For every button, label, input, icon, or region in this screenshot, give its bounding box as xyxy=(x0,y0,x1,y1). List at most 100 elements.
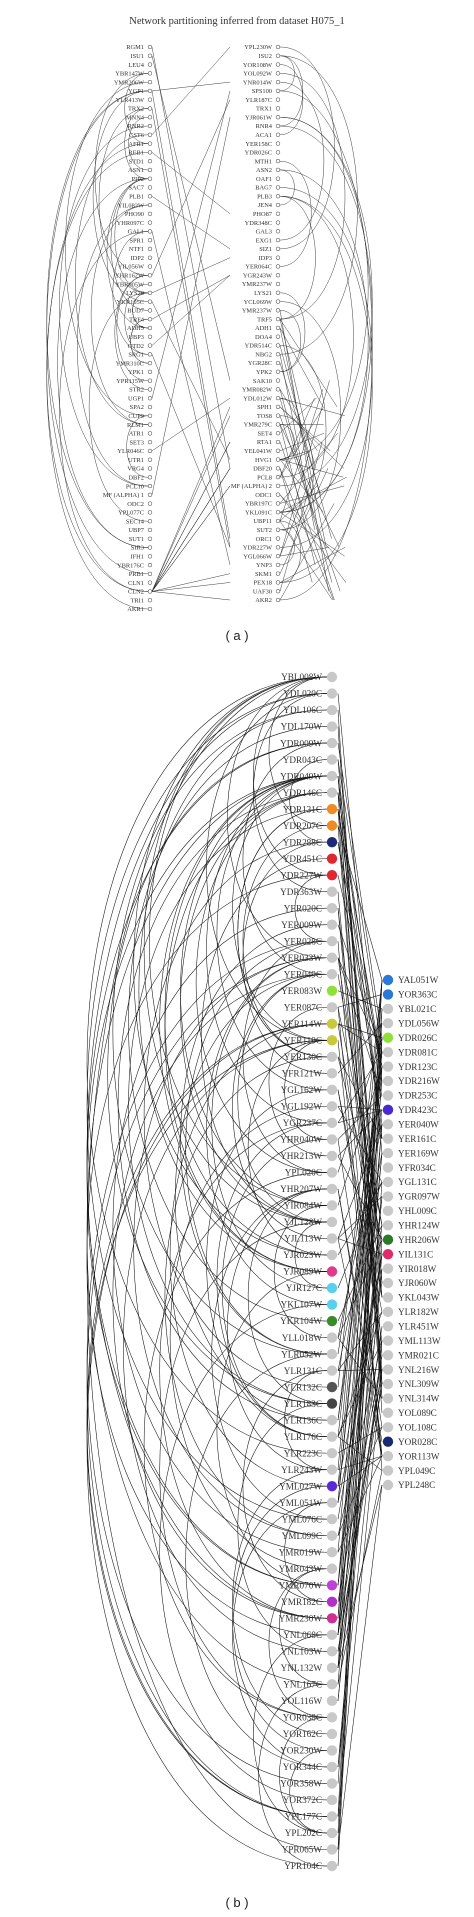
panel-a-edge xyxy=(279,345,332,539)
panel-b-left-label: YDR363W xyxy=(280,887,322,897)
panel-b-nodes: YBL008W YDL020C YDL106C YDL170W YDR009W YDR04… xyxy=(279,671,441,1872)
panel-a-left-node xyxy=(147,352,153,357)
panel-a-right-node xyxy=(275,132,281,137)
panel-b-left-label: YPR104C xyxy=(284,1861,322,1871)
panel-b-edge xyxy=(337,1008,383,1668)
panel-b-left-label: YDR131C xyxy=(283,804,322,814)
panel-a-right-node xyxy=(275,202,281,208)
panel-b-left-label: YER049C xyxy=(284,969,322,979)
panel-a-edge xyxy=(279,310,329,592)
panel-a-edge xyxy=(279,485,345,504)
panel-b-left-node xyxy=(326,770,338,782)
panel-b-right-label: YDR423C xyxy=(398,1105,437,1115)
panel-a-left-node xyxy=(147,141,153,146)
panel-a-edge xyxy=(279,424,316,565)
panel-b-right-node xyxy=(382,1422,394,1433)
panel-a-right-label: PHO87 xyxy=(253,211,273,218)
panel-b-right-label: YOR113W xyxy=(398,1451,440,1461)
panel-a-edge xyxy=(279,441,323,592)
panel-a-left-node xyxy=(147,466,153,471)
panel-b-left-label: YNL167C xyxy=(283,1680,322,1690)
panel-a-edge xyxy=(279,485,318,522)
panel-a-edge xyxy=(279,195,354,478)
panel-a-left-node xyxy=(147,106,153,111)
panel-b-left-node xyxy=(326,853,338,864)
panel-b-edge xyxy=(337,1007,383,1457)
panel-b-edge xyxy=(337,1254,383,1520)
panel-b-left-label: YOL116W xyxy=(281,1696,322,1706)
panel-a-right-label: RNR4 xyxy=(256,123,273,130)
panel-b-left-label: YER087C xyxy=(284,1002,322,1012)
panel-a-right-node xyxy=(275,334,281,339)
panel-b-left-label: YML099C xyxy=(282,1531,322,1541)
panel-a-left-node xyxy=(147,238,153,243)
panel-a-right-node xyxy=(275,106,281,111)
panel-a-left-label: RLM1 xyxy=(127,422,144,429)
panel-b-right-node xyxy=(382,1205,394,1217)
panel-b-left-node xyxy=(326,671,338,683)
panel-a-right-node xyxy=(275,501,281,506)
panel-a-left-node xyxy=(147,360,153,366)
panel-a-right-label: ASN2 xyxy=(256,167,272,174)
panel-a-edge xyxy=(151,406,231,592)
panel-a-right-node xyxy=(275,255,281,260)
panel-a-left-label: RNR2 xyxy=(128,123,144,130)
panel-a-edge xyxy=(151,301,231,460)
panel-b-left-label: YDL020C xyxy=(283,689,322,699)
panel-b-right-label: YDR081C xyxy=(398,1047,437,1057)
panel-b-edge xyxy=(337,979,383,1470)
panel-a-left-label: PLB1 xyxy=(129,193,144,200)
panel-b-edge xyxy=(337,1040,383,1457)
panel-b-edge xyxy=(337,994,383,1008)
panel-b-edge xyxy=(112,907,328,1553)
panel-b-left-label: YHR040W xyxy=(280,1135,322,1145)
panel-a-left-label: YHR162W xyxy=(115,273,145,280)
panel-b-edge xyxy=(337,979,383,1388)
panel-a-left-label: UTR1 xyxy=(128,457,144,464)
panel-a-edge xyxy=(279,327,327,548)
panel-b-left-node xyxy=(326,1563,338,1574)
panel-a-edge xyxy=(279,64,304,136)
panel-a-left-node xyxy=(147,413,153,418)
panel-b-edges xyxy=(86,676,383,1867)
panel-a-left-node xyxy=(147,273,153,278)
panel-b-left-node xyxy=(326,754,338,765)
panel-a-right-node xyxy=(275,246,281,252)
panel-b-edge xyxy=(185,940,328,1355)
panel-a-right-label: YOR108W xyxy=(243,62,273,69)
panel-b-left-label: YNL132W xyxy=(281,1663,323,1673)
panel-a-right-node xyxy=(275,518,281,524)
panel-a-right-label: SPS100 xyxy=(252,88,272,95)
panel-a-right-label: RTA1 xyxy=(257,439,272,446)
panel-b-edge xyxy=(337,1484,383,1850)
panel-a-right-label: YNR014W xyxy=(243,79,273,86)
panel-a-right-node xyxy=(275,483,281,489)
panel-b-right-node xyxy=(382,1364,394,1375)
panel-a-right-label: DBF20 xyxy=(253,466,272,473)
panel-b-network: YBL008W YDL020C YDL106C YDL170W YDR009W YDR04… xyxy=(86,671,441,1910)
panel-a-edge xyxy=(151,468,231,592)
panel-a-edge xyxy=(279,450,310,460)
panel-a-left-label: CLN1 xyxy=(128,580,144,587)
panel-a-right-label: YDR514C xyxy=(245,343,272,350)
panel-a-right-node xyxy=(275,141,281,146)
panel-b-edge xyxy=(86,693,328,1520)
panel-a-right-node xyxy=(275,343,281,348)
panel-a-left-label: YPK1 xyxy=(128,369,144,376)
panel-b-left-label: YMR182C xyxy=(281,1597,322,1607)
panel-a-left-label: SUT1 xyxy=(129,536,144,543)
panel-b-right-node xyxy=(382,1292,394,1303)
panel-a-left-label: ASN1 xyxy=(128,167,144,174)
panel-a-right-label: IDP3 xyxy=(259,255,273,262)
panel-b-left-label: YLR131C xyxy=(284,1366,322,1376)
panel-b-edge xyxy=(337,743,383,1038)
panel-b-edge xyxy=(112,973,328,1619)
panel-a-right-node xyxy=(275,378,281,383)
panel-b-left-node xyxy=(326,902,338,914)
panel-a-left-label: SPA2 xyxy=(130,404,144,411)
panel-b-edge xyxy=(196,792,328,1173)
panel-a-left-node xyxy=(147,79,153,85)
panel-b-left-node xyxy=(326,919,338,930)
panel-a-edge xyxy=(279,318,338,408)
panel-a-right-label: ADH1 xyxy=(255,325,272,332)
